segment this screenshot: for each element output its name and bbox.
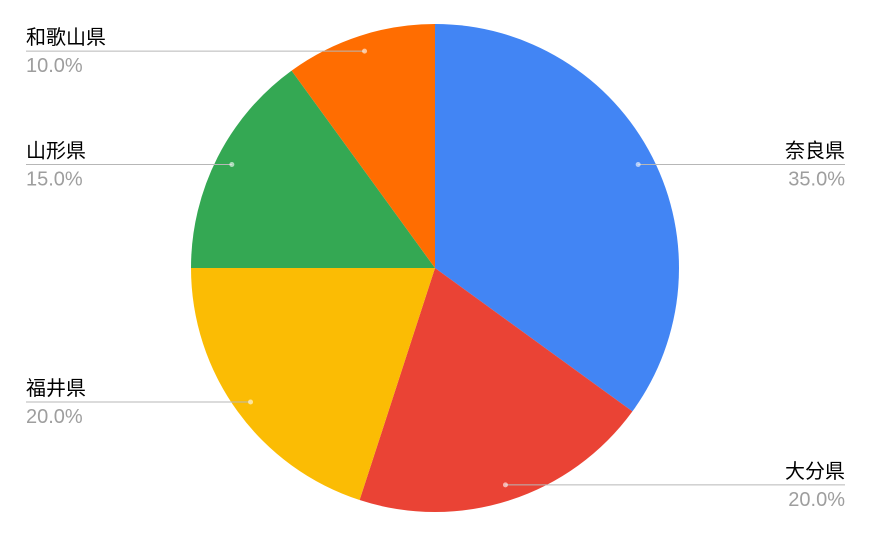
slice-label-nara: 奈良県	[785, 139, 845, 162]
pie-slice-yamagata[interactable]	[191, 70, 435, 268]
pie-slice-nara[interactable]	[435, 24, 679, 412]
slice-label-yamagata: 山形県	[26, 139, 86, 162]
slice-percent-fukui: 20.0%	[26, 406, 83, 428]
slice-percent-wakayama: 10.0%	[26, 55, 83, 77]
slice-percent-nara: 35.0%	[788, 168, 845, 190]
slice-label-wakayama: 和歌山県	[26, 26, 106, 49]
leader-dot-nara	[635, 161, 641, 167]
pie-slice-oita[interactable]	[359, 268, 633, 513]
slice-label-fukui: 福井県	[26, 377, 86, 400]
slice-percent-oita: 20.0%	[788, 489, 845, 511]
slice-percent-yamagata: 15.0%	[26, 168, 83, 190]
pie-slice-wakayama[interactable]	[291, 24, 435, 268]
leader-dot-yamagata	[229, 161, 235, 167]
pie-slice-fukui[interactable]	[191, 268, 435, 501]
leader-dot-fukui	[248, 399, 254, 405]
leader-dot-wakayama	[362, 48, 368, 54]
leader-dot-oita	[502, 482, 508, 488]
slice-label-oita: 大分県	[785, 460, 845, 483]
